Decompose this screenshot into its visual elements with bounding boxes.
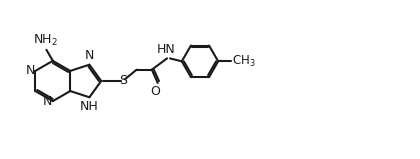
Text: O: O bbox=[150, 85, 160, 98]
Text: N: N bbox=[43, 95, 52, 108]
Text: NH$_2$: NH$_2$ bbox=[33, 33, 58, 48]
Text: CH$_3$: CH$_3$ bbox=[232, 54, 256, 69]
Text: N: N bbox=[85, 49, 94, 62]
Text: NH: NH bbox=[80, 100, 99, 113]
Text: HN: HN bbox=[157, 43, 176, 56]
Text: N: N bbox=[25, 64, 34, 77]
Text: S: S bbox=[119, 74, 127, 87]
